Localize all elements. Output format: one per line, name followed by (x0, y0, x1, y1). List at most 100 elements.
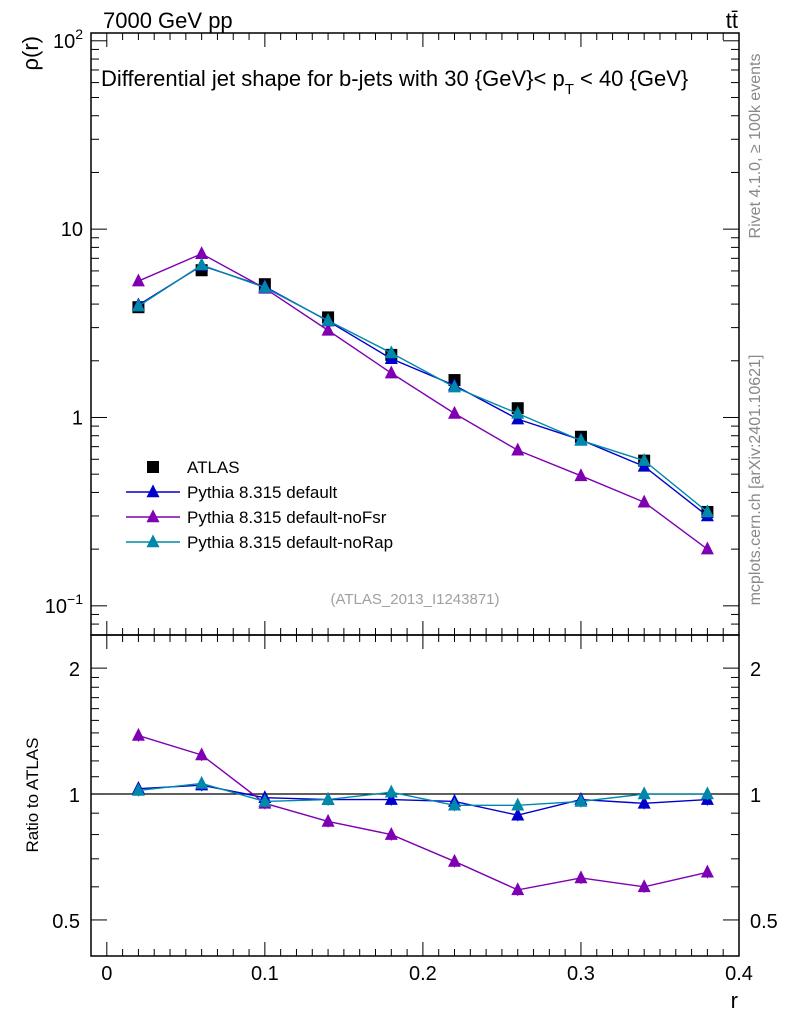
ratio-point-pythia-8-315-default-norap (195, 775, 209, 789)
tick-label-base: 10 (61, 219, 83, 241)
data-point-pythia-8-315-default-norap (258, 279, 272, 293)
legend-marker-square (147, 461, 159, 473)
ratio-point-pythia-8-315-default-norap (448, 797, 462, 811)
main-y-axis-label: ρ(r) (18, 36, 43, 71)
main-y-tick-label: 10−1 (45, 591, 83, 618)
legend-entry: Pythia 8.315 default-noRap (126, 533, 393, 552)
ratio-point-pythia-8-315-default-nofsr (384, 826, 398, 840)
ratio-y-tick-label-left: 0.5 (52, 911, 80, 933)
ratio-y-axis-label: Ratio to ATLAS (23, 738, 42, 853)
legend-entry: Pythia 8.315 default-noFsr (126, 508, 387, 527)
analysis-tag: (ATLAS_2013_I1243871) (330, 591, 499, 608)
data-point-pythia-8-315-default-nofsr (131, 273, 145, 287)
data-point-pythia-8-315-default-nofsr (384, 365, 398, 379)
ratio-point-pythia-8-315-default-norap (258, 793, 272, 807)
data-point-pythia-8-315-default-norap (637, 453, 651, 466)
tick-label-base: 1 (72, 407, 83, 429)
main-axis-ticks (91, 33, 740, 636)
chart-title-main: Differential jet shape for b-jets with 3… (101, 66, 565, 91)
legend-entry: Pythia 8.315 default (126, 483, 338, 502)
data-point-pythia-8-315-default-nofsr (321, 322, 335, 336)
data-point-pythia-8-315-default-norap (384, 345, 398, 359)
legend-label: Pythia 8.315 default (187, 483, 338, 502)
tick-label-exponent: 2 (75, 26, 83, 42)
main-series-group (131, 246, 714, 555)
ratio-point-pythia-8-315-default-norap (321, 791, 335, 805)
ratio-line-pythia-8-315-default-norap (138, 782, 708, 806)
series-line-pythia-8-315-default-norap (138, 264, 708, 513)
ratio-series-group (131, 727, 714, 896)
main-y-tick-label: 102 (53, 26, 83, 53)
data-point-pythia-8-315-default-norap (574, 432, 588, 446)
ratio-point-pythia-8-315-default (384, 791, 398, 805)
legend-marker-triangle (146, 484, 160, 498)
x-tick-label: 0.2 (409, 963, 437, 985)
x-tick-label: 0.4 (725, 963, 753, 985)
energy-label: 7000 GeV pp (103, 8, 233, 33)
ratio-point-pythia-8-315-default-norap (574, 793, 588, 807)
tick-label-exponent: −1 (67, 591, 83, 607)
ratio-line-pythia-8-315-default (138, 784, 708, 816)
ratio-point-pythia-8-315-default-nofsr (448, 853, 462, 867)
ratio-y-tick-label-left: 1 (69, 785, 80, 807)
chart-title-end: < 40 {GeV} (574, 66, 688, 91)
ratio-point-pythia-8-315-default-norap (131, 782, 145, 796)
data-point-pythia-8-315-default-nofsr (511, 442, 525, 456)
main-y-tick-label: 10 (61, 219, 83, 241)
x-tick-label: 0.1 (251, 963, 279, 985)
data-point-pythia-8-315-default-norap (511, 405, 525, 419)
ratio-y-tick-label-right: 1 (750, 785, 761, 807)
series-line-pythia-8-315-default-nofsr (138, 252, 708, 550)
ratio-y-tick-label-right: 2 (750, 659, 761, 681)
chart-title-subscript: T (565, 81, 574, 98)
chart-title: Differential jet shape for b-jets with 3… (101, 66, 688, 98)
data-point-pythia-8-315-default-norap (321, 312, 335, 326)
legend-label: Pythia 8.315 default-noFsr (187, 508, 387, 527)
ratio-y-tick-label-right: 0.5 (750, 911, 778, 933)
data-point-pythia-8-315-default-nofsr (448, 405, 462, 419)
ratio-y-tick-labels: 2 2 1 1 0.5 0.5 (52, 659, 778, 933)
legend-entry: ATLAS (147, 458, 240, 477)
legend-marker-triangle (146, 534, 160, 548)
legend: ATLAS Pythia 8.315 default Pythia 8.315 de… (126, 458, 393, 552)
data-point-pythia-8-315-default-nofsr (574, 468, 588, 482)
legend-label: ATLAS (187, 458, 240, 477)
ratio-point-pythia-8-315-default-nofsr (195, 747, 209, 761)
x-tick-label: 0 (101, 963, 112, 985)
data-point-pythia-8-315-default-norap (195, 257, 209, 271)
tick-label-base: 10 (45, 596, 67, 618)
data-point-pythia-8-315-default-nofsr (637, 494, 651, 508)
x-tick-label: 0.3 (567, 963, 595, 985)
ratio-line-pythia-8-315-default-nofsr (138, 734, 708, 891)
data-point-pythia-8-315-default-norap (131, 298, 145, 312)
process-label: tt̄ (726, 8, 738, 33)
ratio-y-tick-label-left: 2 (69, 659, 80, 681)
ratio-point-pythia-8-315-default-nofsr (511, 882, 525, 896)
ratio-point-pythia-8-315-default-norap (511, 797, 525, 811)
data-point-pythia-8-315-default-nofsr (700, 541, 714, 555)
ratio-point-pythia-8-315-default-nofsr (321, 813, 335, 827)
x-tick-labels: 0 0.1 0.2 0.3 0.4 (101, 963, 753, 985)
legend-marker-triangle (146, 509, 160, 523)
mcplots-source-label: mcplots.cern.ch [arXiv:2401.10621] (747, 355, 764, 606)
ratio-point-pythia-8-315-default-norap (384, 784, 398, 798)
ratio-point-pythia-8-315-default (637, 795, 651, 809)
ratio-point-pythia-8-315-default-nofsr (574, 870, 588, 884)
ratio-point-pythia-8-315-default-nofsr (700, 864, 714, 878)
main-y-tick-label: 1 (72, 407, 83, 429)
ratio-point-pythia-8-315-default-norap (637, 786, 651, 800)
tick-label-base: 10 (53, 31, 75, 53)
ratio-point-pythia-8-315-default-norap (700, 786, 714, 800)
series-line-pythia-8-315-default (138, 264, 708, 517)
ratio-point-pythia-8-315-default-nofsr (637, 879, 651, 893)
legend-label: Pythia 8.315 default-noRap (187, 533, 393, 552)
ratio-plot-frame (90, 634, 740, 957)
ratio-point-pythia-8-315-default (511, 807, 525, 821)
data-point-pythia-8-315-default-norap (448, 379, 462, 393)
rivet-version-label: Rivet 4.1.0, ≥ 100k events (747, 54, 764, 239)
ratio-axis-ticks (91, 635, 740, 956)
data-point-pythia-8-315-default-norap (700, 504, 714, 518)
data-point-pythia-8-315-default-nofsr (195, 246, 209, 260)
